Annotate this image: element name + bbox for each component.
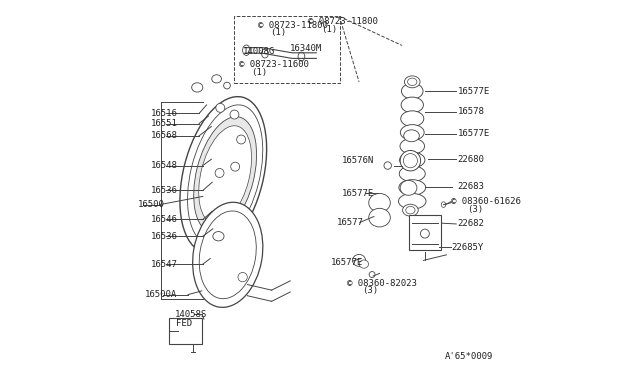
- Text: 16500A: 16500A: [145, 290, 177, 299]
- Ellipse shape: [191, 83, 203, 92]
- Text: 16551: 16551: [151, 119, 178, 128]
- Text: 16340M: 16340M: [289, 44, 322, 53]
- Text: © 08723-11800: © 08723-11800: [308, 17, 378, 26]
- Text: 16547: 16547: [151, 260, 178, 269]
- Ellipse shape: [403, 204, 418, 216]
- Text: (3): (3): [467, 205, 483, 214]
- Ellipse shape: [262, 49, 268, 58]
- Text: 16577E: 16577E: [458, 129, 490, 138]
- Text: 22685Y: 22685Y: [451, 243, 483, 252]
- Text: (1): (1): [252, 68, 268, 77]
- Text: 22683: 22683: [458, 182, 484, 191]
- Ellipse shape: [400, 151, 420, 171]
- Text: 16577E: 16577E: [458, 87, 490, 96]
- Ellipse shape: [243, 45, 250, 55]
- Text: 16568: 16568: [151, 131, 178, 140]
- Ellipse shape: [401, 97, 424, 113]
- Ellipse shape: [199, 211, 256, 299]
- Ellipse shape: [238, 272, 247, 282]
- Text: © 08360-82023: © 08360-82023: [347, 279, 417, 288]
- Ellipse shape: [441, 202, 445, 208]
- Ellipse shape: [401, 125, 424, 140]
- Text: (3): (3): [362, 286, 378, 295]
- Ellipse shape: [399, 152, 425, 168]
- Ellipse shape: [369, 193, 390, 212]
- Ellipse shape: [408, 78, 417, 86]
- Text: A'65*0009: A'65*0009: [445, 352, 493, 361]
- Text: (1): (1): [270, 28, 286, 37]
- Ellipse shape: [180, 97, 267, 253]
- Text: 16536: 16536: [151, 186, 178, 195]
- Ellipse shape: [369, 208, 390, 227]
- Text: 22682: 22682: [458, 219, 484, 228]
- Ellipse shape: [400, 180, 417, 195]
- Ellipse shape: [404, 76, 420, 88]
- Ellipse shape: [401, 83, 423, 99]
- Ellipse shape: [406, 206, 415, 214]
- Ellipse shape: [230, 110, 239, 119]
- Ellipse shape: [359, 260, 369, 268]
- Text: 16578: 16578: [458, 107, 484, 116]
- Text: © 08723-11800: © 08723-11800: [257, 21, 328, 30]
- Ellipse shape: [298, 52, 305, 61]
- Text: 14058S: 14058S: [175, 310, 207, 319]
- Ellipse shape: [223, 82, 230, 89]
- Ellipse shape: [420, 229, 429, 238]
- Text: 14008G: 14008G: [243, 47, 275, 56]
- Text: © 08360-61626: © 08360-61626: [451, 197, 521, 206]
- Text: 16577E: 16577E: [330, 258, 363, 267]
- Text: FED: FED: [175, 319, 192, 328]
- Ellipse shape: [353, 254, 365, 266]
- Ellipse shape: [399, 193, 426, 209]
- Ellipse shape: [215, 169, 224, 177]
- Text: 16548: 16548: [151, 161, 178, 170]
- Ellipse shape: [212, 75, 221, 83]
- Text: 16577E: 16577E: [342, 189, 374, 198]
- Ellipse shape: [216, 103, 225, 112]
- Text: © 08723-11600: © 08723-11600: [239, 60, 308, 69]
- Ellipse shape: [399, 180, 426, 195]
- Ellipse shape: [213, 231, 224, 241]
- Ellipse shape: [231, 162, 239, 171]
- Ellipse shape: [194, 117, 257, 233]
- Ellipse shape: [237, 135, 246, 144]
- Text: 16500: 16500: [138, 200, 164, 209]
- Ellipse shape: [403, 154, 417, 168]
- Bar: [170, 318, 202, 344]
- Text: 16536: 16536: [151, 232, 178, 241]
- Ellipse shape: [400, 138, 424, 154]
- Ellipse shape: [399, 166, 425, 182]
- Bar: [408, 215, 441, 250]
- Ellipse shape: [198, 126, 252, 224]
- Ellipse shape: [401, 111, 424, 126]
- Ellipse shape: [369, 272, 375, 278]
- Ellipse shape: [188, 105, 263, 245]
- Text: 22680: 22680: [458, 155, 484, 164]
- Text: (1): (1): [321, 25, 337, 33]
- Text: 16576N: 16576N: [342, 156, 374, 165]
- Text: 16577: 16577: [337, 218, 364, 227]
- Text: 16546: 16546: [151, 215, 178, 224]
- Ellipse shape: [404, 130, 419, 142]
- Ellipse shape: [384, 162, 392, 169]
- Text: 16516: 16516: [151, 109, 178, 118]
- Ellipse shape: [193, 202, 263, 307]
